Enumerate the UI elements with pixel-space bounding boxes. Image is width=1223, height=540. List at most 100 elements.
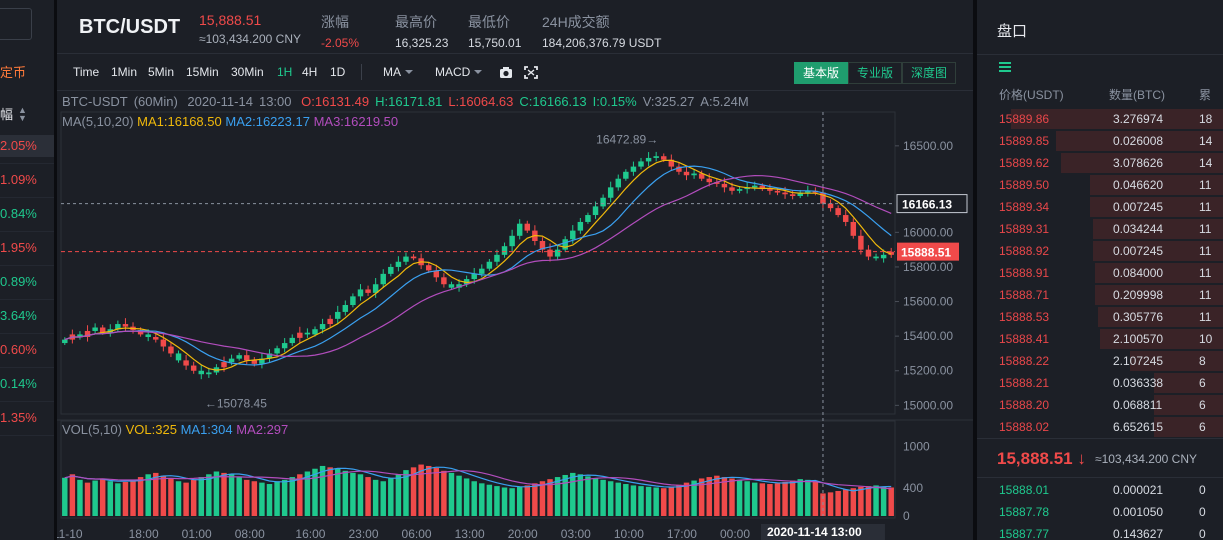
timeframe-15min[interactable]: 15Min <box>186 65 219 79</box>
market-row-change[interactable]: 1.09% <box>0 172 37 187</box>
volume-bar <box>600 479 606 516</box>
candle-body <box>623 171 629 179</box>
market-search-input[interactable] <box>0 8 32 40</box>
timeframe-30min[interactable]: 30Min <box>231 65 264 79</box>
timeframe-1d[interactable]: 1D <box>330 65 346 79</box>
candle-body <box>789 194 796 197</box>
ask-row[interactable]: 15888.53 0.305776 11 <box>977 306 1223 328</box>
candle-body <box>62 339 68 344</box>
ask-depth-bar <box>1092 219 1223 239</box>
volume-bar <box>62 477 68 516</box>
candle-body <box>835 208 841 216</box>
candle-body <box>888 251 894 255</box>
ma-indicator-dropdown[interactable]: MA <box>383 65 413 79</box>
timeframe-4h[interactable]: 4H <box>302 65 318 79</box>
market-row-change[interactable]: 0.84% <box>0 206 37 221</box>
bid-row[interactable]: 15887.77 0.143627 0 <box>977 523 1223 540</box>
ask-total: 6 <box>1199 376 1206 390</box>
sort-change-header[interactable]: 幅 ▲ ▼ <box>0 104 54 126</box>
candle-body <box>774 190 781 193</box>
volume-bar <box>494 486 500 516</box>
candle-body <box>403 256 409 262</box>
ask-row[interactable]: 15888.20 0.068811 6 <box>977 394 1223 416</box>
market-row-change[interactable]: 1.95% <box>0 240 37 255</box>
volume-bar <box>638 486 644 516</box>
stat-label: 24H成交额 <box>542 14 610 30</box>
macd-indicator-dropdown[interactable]: MACD <box>435 65 483 79</box>
crosshair-time-box <box>760 524 885 540</box>
candle-body <box>327 318 333 325</box>
ask-price: 15888.02 <box>999 420 1050 434</box>
ask-row[interactable]: 15888.91 0.084000 11 <box>977 262 1223 284</box>
volume-bar <box>372 479 379 516</box>
ask-row[interactable]: 15888.41 2.100570 10 <box>977 328 1223 350</box>
market-row-change[interactable]: 2.05% <box>0 135 54 157</box>
fullscreen-icon[interactable] <box>524 66 538 79</box>
ask-row[interactable]: 15889.34 0.007245 11 <box>977 196 1223 218</box>
candle-body <box>539 240 546 250</box>
market-row-change[interactable]: 0.89% <box>0 274 37 289</box>
market-row-change[interactable]: 1.35% <box>0 410 37 425</box>
timeframe-1min[interactable]: 1Min <box>111 65 138 79</box>
chart-toolbar: Time 1Min 5Min 15Min 30Min 1H 4H 1D MA M… <box>57 55 973 91</box>
volume-bar <box>92 480 98 516</box>
candle-body <box>175 353 182 361</box>
kline-chart[interactable]: 16500.00 16000.00 15800.00 15600.00 15400.00… <box>57 92 973 540</box>
candle-body <box>592 206 599 216</box>
ask-qty: 0.305776 <box>1113 310 1164 324</box>
x-tick-label: 13:00 <box>455 527 485 540</box>
ask-row[interactable]: 15888.92 0.007245 11 <box>977 240 1223 262</box>
volume-bar <box>585 476 591 516</box>
orderbook-bids-icon[interactable] <box>997 61 1013 73</box>
candle-body <box>168 346 174 354</box>
panel-gap <box>973 0 977 540</box>
ask-row[interactable]: 15889.62 3.078626 14 <box>977 152 1223 174</box>
ask-row[interactable]: 15888.22 2.107245 8 <box>977 350 1223 372</box>
market-tab-label[interactable]: 定币 <box>0 65 27 80</box>
ask-depth-bar <box>1060 153 1223 173</box>
ask-row[interactable]: 15889.85 0.026008 14 <box>977 130 1223 152</box>
view-basic-button[interactable]: 基本版 <box>794 62 849 84</box>
ask-row[interactable]: 15889.31 0.034244 11 <box>977 218 1223 240</box>
ask-row[interactable]: 15888.02 6.652615 6 <box>977 416 1223 438</box>
ask-depth-bar <box>1011 109 1223 129</box>
candle-body <box>456 284 462 288</box>
timeframe-1h[interactable]: 1H <box>277 65 293 79</box>
ask-row[interactable]: 15889.50 0.046620 11 <box>977 174 1223 196</box>
timeframe-time[interactable]: Time <box>73 65 100 79</box>
volume-bar <box>630 485 637 516</box>
volume-bar <box>297 474 303 516</box>
y-tick-label: 15000.00 <box>903 398 953 412</box>
bid-price: 15887.78 <box>999 505 1050 519</box>
ask-qty: 0.007245 <box>1113 244 1164 258</box>
ask-price: 15888.71 <box>999 288 1050 302</box>
ask-qty: 0.084000 <box>1113 266 1164 280</box>
market-row-change[interactable]: 0.60% <box>0 342 37 357</box>
volume-bar <box>812 481 819 516</box>
market-row-change[interactable]: 0.14% <box>0 376 37 391</box>
view-depth-button[interactable]: 深度图 <box>902 62 957 84</box>
x-tick-label: 16:00 <box>295 527 325 540</box>
candle-body <box>190 365 197 371</box>
bid-row[interactable]: 15888.01 0.000021 0 <box>977 479 1223 501</box>
ask-total: 14 <box>1199 134 1213 148</box>
ohlc-info-line: BTC-USDT (60Min) 2020-11-14 13:00 O:16131.… <box>62 94 755 109</box>
timeframe-5min[interactable]: 5Min <box>148 65 175 79</box>
ask-price: 15888.91 <box>999 266 1050 280</box>
market-row-change[interactable]: 3.64% <box>0 308 37 323</box>
candle-body <box>494 254 500 262</box>
ask-row[interactable]: 15888.21 0.036338 6 <box>977 372 1223 394</box>
ask-row[interactable]: 15889.86 3.276974 18 <box>977 108 1223 130</box>
ask-total: 14 <box>1199 156 1213 170</box>
ask-qty: 3.276974 <box>1113 112 1164 126</box>
view-pro-button[interactable]: 专业版 <box>848 62 903 84</box>
ask-row[interactable]: 15888.71 0.209998 11 <box>977 284 1223 306</box>
pair-title[interactable]: BTC/USDT <box>79 16 181 38</box>
volume-bar <box>736 479 743 516</box>
bid-row[interactable]: 15887.78 0.001050 0 <box>977 501 1223 523</box>
chart-area[interactable]: 16500.00 16000.00 15800.00 15600.00 15400.00… <box>57 92 973 540</box>
ask-price: 15889.62 <box>999 156 1050 170</box>
candle-body <box>297 332 303 338</box>
ask-price: 15888.21 <box>999 376 1050 390</box>
camera-icon[interactable] <box>499 66 513 79</box>
